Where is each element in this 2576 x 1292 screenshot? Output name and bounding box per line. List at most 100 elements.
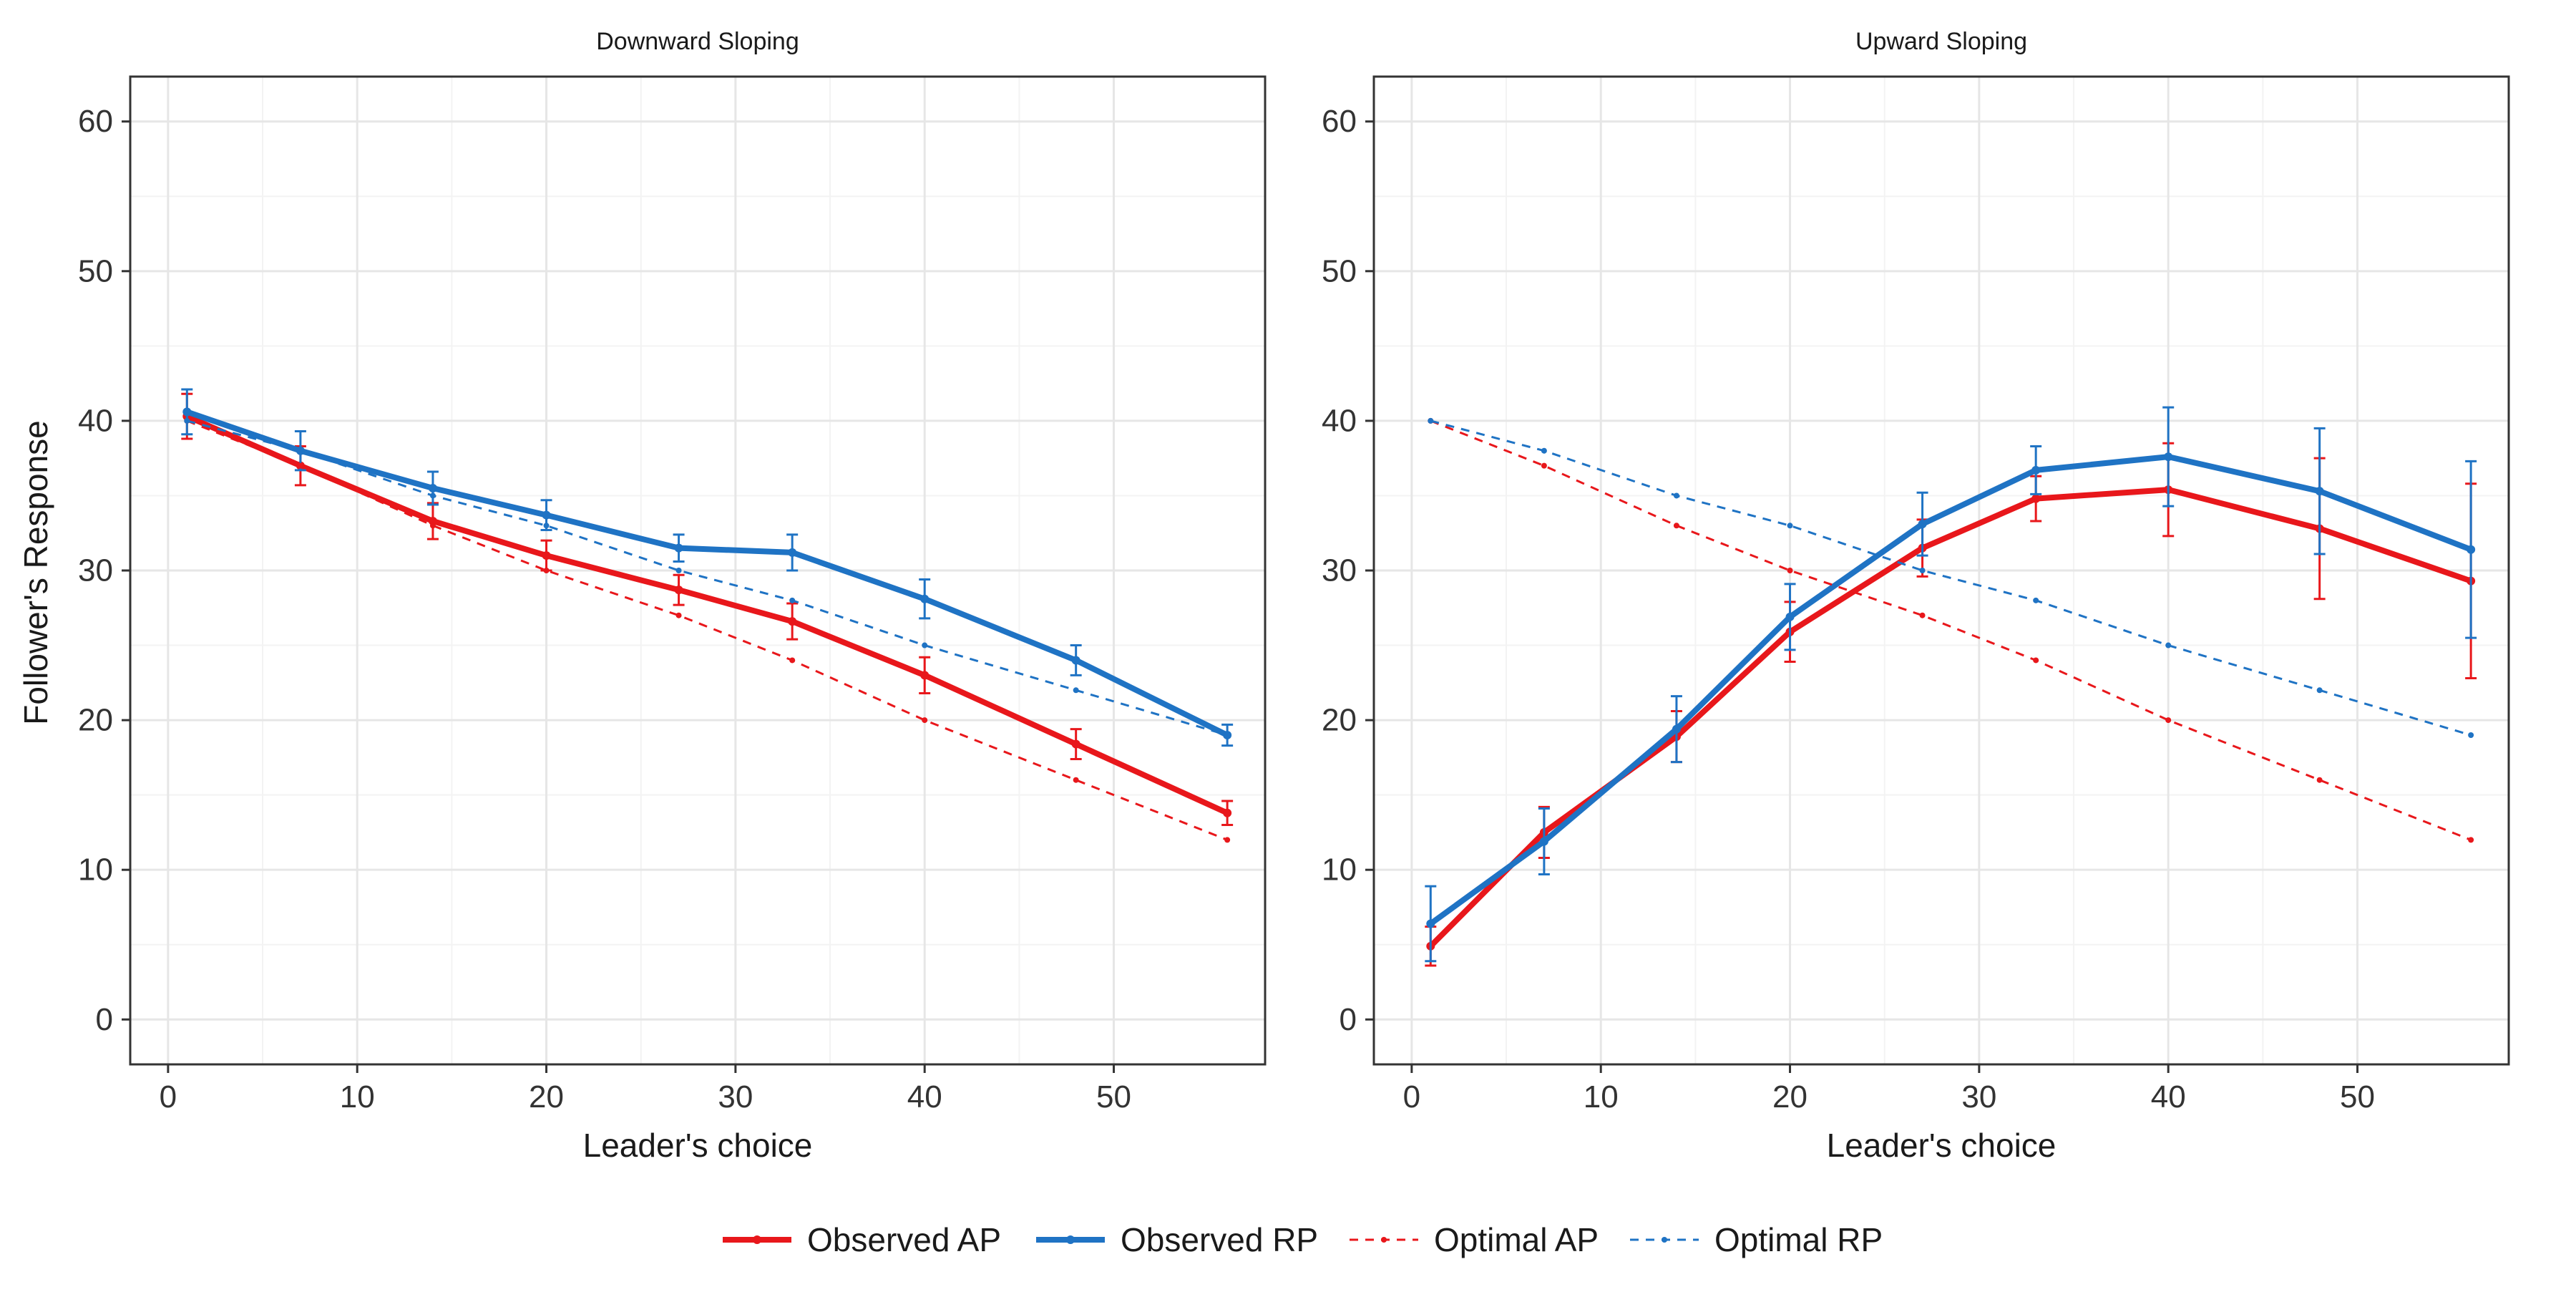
x-tick-label: 10 [340,1079,375,1114]
panel-upward-sloping: Upward Sloping 0 10 20 30 40 50 0 10 20 30 40 50 60 Le… [1322,28,2510,1164]
y-tick-label: 10 [78,853,113,888]
data-point [1918,520,1927,529]
y-tick-label: 10 [1322,853,1357,888]
x-tick-label: 10 [1584,1079,1619,1114]
data-point [1541,462,1547,469]
x-tick-label: 30 [1961,1079,1996,1114]
x-tick-label: 20 [529,1079,564,1114]
x-tick-label: 40 [2151,1079,2186,1114]
y-tick-label: 20 [78,703,113,738]
x-axis-title: Leader's choice [1827,1127,2057,1164]
panels: Downward Sloping 0 10 20 30 40 50 0 10 20 30 40 50 60… [78,28,2510,1164]
data-point [543,523,550,529]
series-line-optimal-rp [186,419,1228,737]
data-point [2468,837,2474,843]
data-point [1539,837,1548,846]
axes: 0 10 20 30 40 50 0 10 20 30 40 50 60 [1322,104,2375,1114]
data-point [788,617,797,626]
y-tick-label: 30 [1322,553,1357,588]
data-point [1071,739,1080,749]
series-optimal-rp [184,417,1231,738]
data-point [542,551,551,560]
series-line-optimal-ap [1430,419,2472,841]
series-group [1425,406,2477,967]
data-point [1541,447,1547,454]
series-group [181,388,1234,843]
y-tick-label: 0 [1340,1002,1357,1037]
data-point [1073,777,1079,783]
gridlines [1374,77,2509,1064]
axes: 0 10 20 30 40 50 0 10 20 30 40 50 60 [78,104,1131,1114]
data-point [1919,568,1926,573]
data-point [789,597,796,603]
data-point [2031,465,2041,475]
legend-label: Observed RP [1121,1221,1318,1258]
data-point [789,657,796,664]
y-tick-label: 0 [96,1002,113,1037]
legend-item-observed-rp: Observed RP [1036,1221,1318,1258]
data-point [1224,732,1231,738]
legend-item-optimal-rp: Optimal RP [1630,1221,1883,1258]
data-point [675,568,682,573]
data-point [2033,657,2039,664]
data-point [182,407,192,417]
data-point [543,568,550,573]
legend-label: Observed AP [807,1221,1001,1258]
data-point [674,586,683,595]
data-point [2165,717,2172,724]
data-point [1428,417,1434,424]
data-point [2316,777,2323,783]
data-point [429,492,436,499]
series-observed-rp [1425,406,2477,963]
data-point [1672,724,1681,734]
legend: Observed AP Observed RP Optimal AP Optimal … [723,1221,1883,1258]
data-point [1787,568,1793,573]
data-point [184,417,190,424]
legend-swatch-point [1662,1237,1667,1243]
data-point [2164,452,2173,462]
y-tick-label: 40 [78,403,113,438]
panel-title: Downward Sloping [596,28,799,55]
data-point [920,594,930,603]
x-axis-title: Leader's choice [583,1127,813,1164]
data-point [1071,656,1080,665]
series-line-optimal-ap [186,419,1228,841]
x-tick-label: 20 [1772,1079,1807,1114]
data-point [429,523,436,529]
legend-swatch-point [753,1235,761,1244]
data-point [1224,837,1231,843]
data-point [2031,494,2041,503]
data-point [675,612,682,618]
data-point [428,517,437,525]
panel-downward-sloping: Downward Sloping 0 10 20 30 40 50 0 10 20 30 40 50 60… [78,28,1267,1164]
legend-item-observed-ap: Observed AP [723,1221,1001,1258]
data-point [2315,487,2324,496]
data-point [922,717,928,724]
x-tick-label: 40 [907,1079,942,1114]
data-point [1673,523,1679,529]
data-point [2165,642,2172,649]
data-point [788,548,797,557]
data-point [1426,919,1435,928]
data-point [1787,523,1793,529]
data-point [297,462,303,469]
panel-title: Upward Sloping [1855,28,2027,55]
x-tick-label: 50 [1096,1079,1131,1114]
x-tick-label: 50 [2340,1079,2375,1114]
y-tick-label: 20 [1322,703,1357,738]
series-line-optimal-rp [1430,419,2472,737]
data-point [920,671,930,680]
y-tick-label: 30 [78,553,113,588]
x-tick-label: 0 [1403,1079,1420,1114]
y-tick-label: 50 [1322,253,1357,288]
legend-swatch-point [1381,1237,1387,1243]
data-point [2468,732,2474,738]
legend-label: Optimal RP [1714,1221,1883,1258]
data-point [2316,687,2323,694]
x-tick-label: 0 [160,1079,177,1114]
y-tick-label: 60 [1322,104,1357,139]
y-tick-label: 60 [78,104,113,139]
data-point [1223,808,1232,817]
